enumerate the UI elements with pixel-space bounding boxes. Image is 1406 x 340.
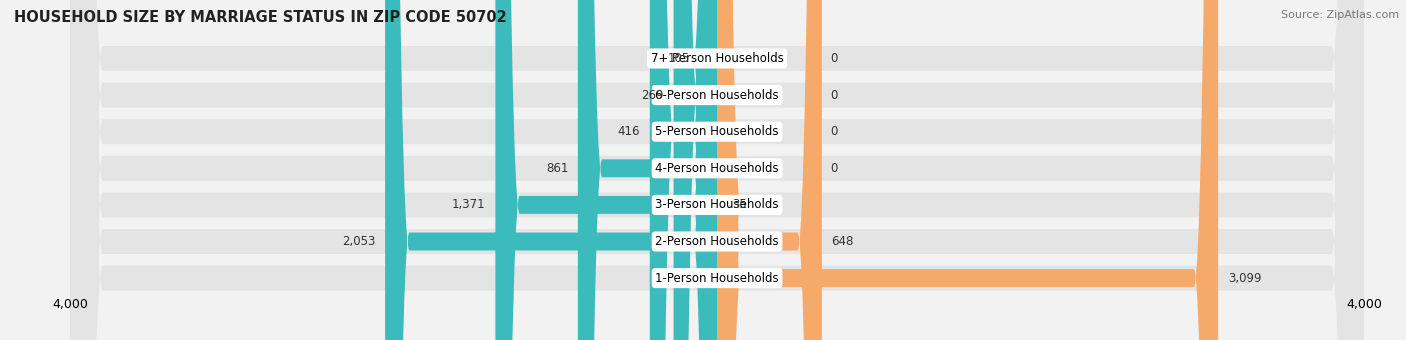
Text: 1,371: 1,371 [453,199,485,211]
Text: 3-Person Households: 3-Person Households [655,199,779,211]
FancyBboxPatch shape [699,0,741,340]
FancyBboxPatch shape [70,0,1364,340]
Text: 2,053: 2,053 [342,235,375,248]
FancyBboxPatch shape [495,0,717,340]
Text: 269: 269 [641,89,664,102]
FancyBboxPatch shape [578,0,717,340]
Text: 648: 648 [831,235,853,248]
FancyBboxPatch shape [717,0,823,340]
FancyBboxPatch shape [70,0,1364,340]
Text: 7+ Person Households: 7+ Person Households [651,52,783,65]
Text: 105: 105 [668,52,690,65]
Text: 861: 861 [546,162,568,175]
Text: 416: 416 [617,125,640,138]
Text: 1-Person Households: 1-Person Households [655,272,779,285]
FancyBboxPatch shape [385,0,717,340]
FancyBboxPatch shape [70,0,1364,340]
FancyBboxPatch shape [673,0,717,340]
FancyBboxPatch shape [70,0,1364,340]
FancyBboxPatch shape [650,0,717,340]
FancyBboxPatch shape [70,0,1364,340]
Text: Source: ZipAtlas.com: Source: ZipAtlas.com [1281,10,1399,20]
FancyBboxPatch shape [693,0,724,340]
Text: 0: 0 [830,52,838,65]
FancyBboxPatch shape [717,0,1218,340]
Text: HOUSEHOLD SIZE BY MARRIAGE STATUS IN ZIP CODE 50702: HOUSEHOLD SIZE BY MARRIAGE STATUS IN ZIP… [14,10,506,25]
FancyBboxPatch shape [70,0,1364,340]
Text: 2-Person Households: 2-Person Households [655,235,779,248]
Text: 35: 35 [733,199,747,211]
Text: 0: 0 [830,125,838,138]
Text: 0: 0 [830,162,838,175]
Text: 5-Person Households: 5-Person Households [655,125,779,138]
Text: 4-Person Households: 4-Person Households [655,162,779,175]
FancyBboxPatch shape [70,0,1364,340]
Text: 0: 0 [830,89,838,102]
Text: 6-Person Households: 6-Person Households [655,89,779,102]
Text: 3,099: 3,099 [1227,272,1261,285]
